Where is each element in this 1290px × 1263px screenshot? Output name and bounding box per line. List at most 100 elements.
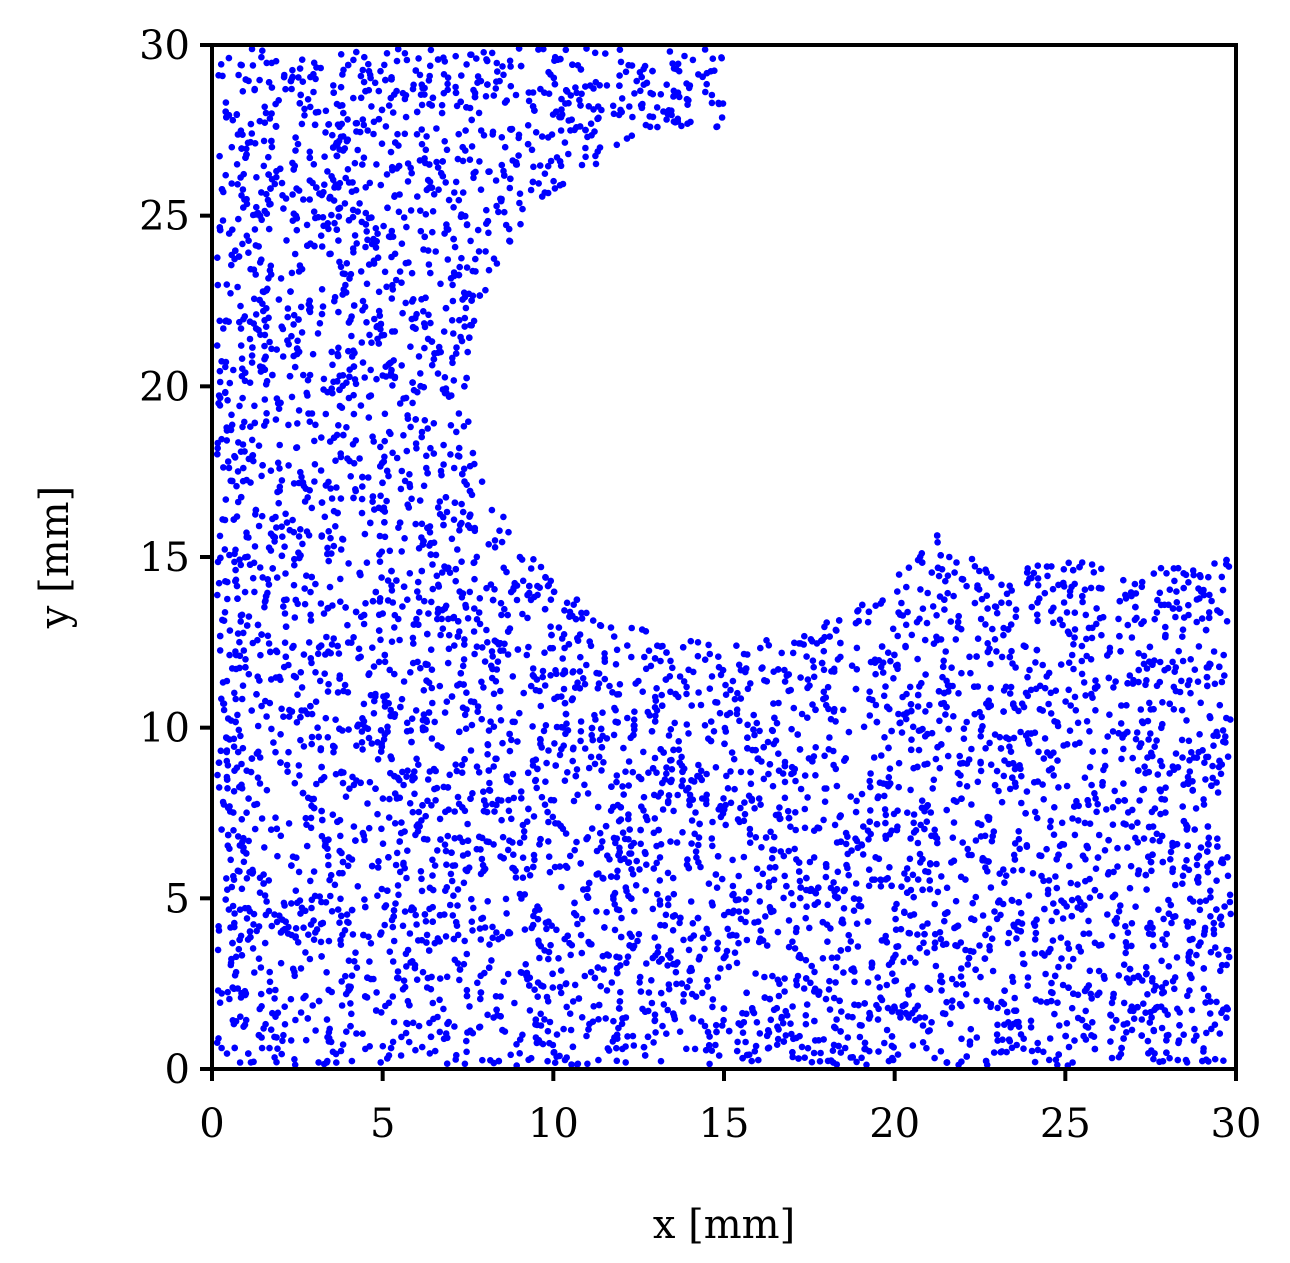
data-point — [290, 581, 298, 589]
data-point — [581, 781, 588, 789]
data-point — [1186, 768, 1194, 775]
data-point — [449, 862, 457, 869]
data-point — [230, 827, 237, 834]
data-point — [285, 748, 292, 756]
data-point — [740, 817, 748, 825]
data-point — [1138, 583, 1146, 591]
data-point — [451, 189, 458, 196]
data-point — [954, 769, 962, 777]
data-point — [922, 671, 929, 678]
data-point — [977, 726, 985, 734]
data-point — [292, 147, 299, 154]
data-point — [389, 449, 396, 457]
data-point — [506, 837, 513, 844]
data-point — [1080, 679, 1088, 686]
data-point — [610, 110, 618, 118]
data-point — [320, 610, 328, 617]
data-point — [365, 734, 373, 742]
data-point — [248, 130, 256, 137]
data-point — [542, 722, 550, 729]
data-point — [401, 828, 408, 835]
data-point — [964, 961, 972, 968]
data-point — [217, 61, 225, 68]
data-point — [312, 75, 319, 83]
data-point — [519, 874, 527, 881]
data-point — [964, 845, 971, 853]
data-point — [326, 583, 334, 591]
data-point — [791, 845, 798, 853]
data-point — [445, 806, 452, 813]
data-point — [853, 666, 861, 673]
data-point — [1064, 628, 1072, 635]
data-point — [400, 395, 407, 402]
data-point — [899, 693, 906, 701]
data-point — [237, 342, 245, 349]
data-point — [948, 975, 956, 983]
data-point — [936, 764, 944, 772]
data-point — [801, 632, 808, 640]
data-point — [701, 1022, 709, 1030]
data-point — [877, 994, 884, 1001]
data-point — [352, 949, 359, 956]
data-point — [1173, 599, 1181, 606]
data-point — [1081, 586, 1089, 593]
data-point — [341, 681, 349, 689]
data-point — [733, 959, 741, 967]
data-point — [300, 743, 308, 750]
data-point — [1141, 763, 1148, 770]
data-point — [1067, 879, 1075, 887]
data-point — [471, 527, 479, 535]
data-point — [1027, 1024, 1035, 1031]
data-point — [1207, 948, 1215, 956]
data-point — [329, 361, 336, 369]
data-point — [415, 353, 423, 360]
data-point — [272, 416, 280, 423]
data-point — [1079, 598, 1086, 606]
data-point — [721, 806, 728, 813]
data-point — [902, 621, 910, 629]
data-point — [900, 958, 907, 966]
data-point — [529, 89, 537, 96]
data-point — [542, 573, 549, 581]
data-point — [785, 917, 793, 924]
data-point — [519, 821, 527, 829]
data-point — [1068, 1004, 1076, 1012]
data-point — [296, 65, 304, 72]
data-point — [833, 1061, 841, 1068]
data-point — [267, 467, 275, 475]
data-point — [234, 630, 242, 637]
data-point — [228, 411, 235, 419]
data-point — [512, 874, 520, 881]
data-point — [1083, 635, 1090, 643]
data-point — [1171, 668, 1178, 675]
data-point — [725, 963, 733, 971]
data-point — [1107, 1012, 1115, 1019]
data-point — [545, 955, 552, 963]
data-point — [1224, 872, 1232, 880]
data-point — [584, 1060, 591, 1068]
data-point — [237, 732, 244, 740]
data-point — [247, 265, 254, 273]
data-point — [324, 845, 331, 852]
data-point — [1056, 616, 1064, 623]
data-point — [433, 572, 441, 580]
data-point — [452, 83, 459, 91]
data-point — [337, 1047, 345, 1055]
data-point — [229, 116, 237, 124]
data-point — [459, 189, 467, 196]
data-point — [277, 959, 285, 967]
data-point — [334, 509, 342, 517]
data-point — [574, 679, 581, 686]
data-point — [493, 929, 500, 936]
data-point — [751, 919, 758, 926]
data-point — [914, 655, 921, 663]
data-point — [304, 392, 311, 399]
data-point — [282, 85, 289, 93]
data-point — [224, 595, 231, 603]
data-point — [487, 718, 494, 725]
data-point — [225, 54, 233, 62]
data-point — [570, 797, 578, 805]
data-point — [489, 923, 496, 931]
data-point — [729, 856, 736, 864]
data-point — [601, 675, 609, 683]
